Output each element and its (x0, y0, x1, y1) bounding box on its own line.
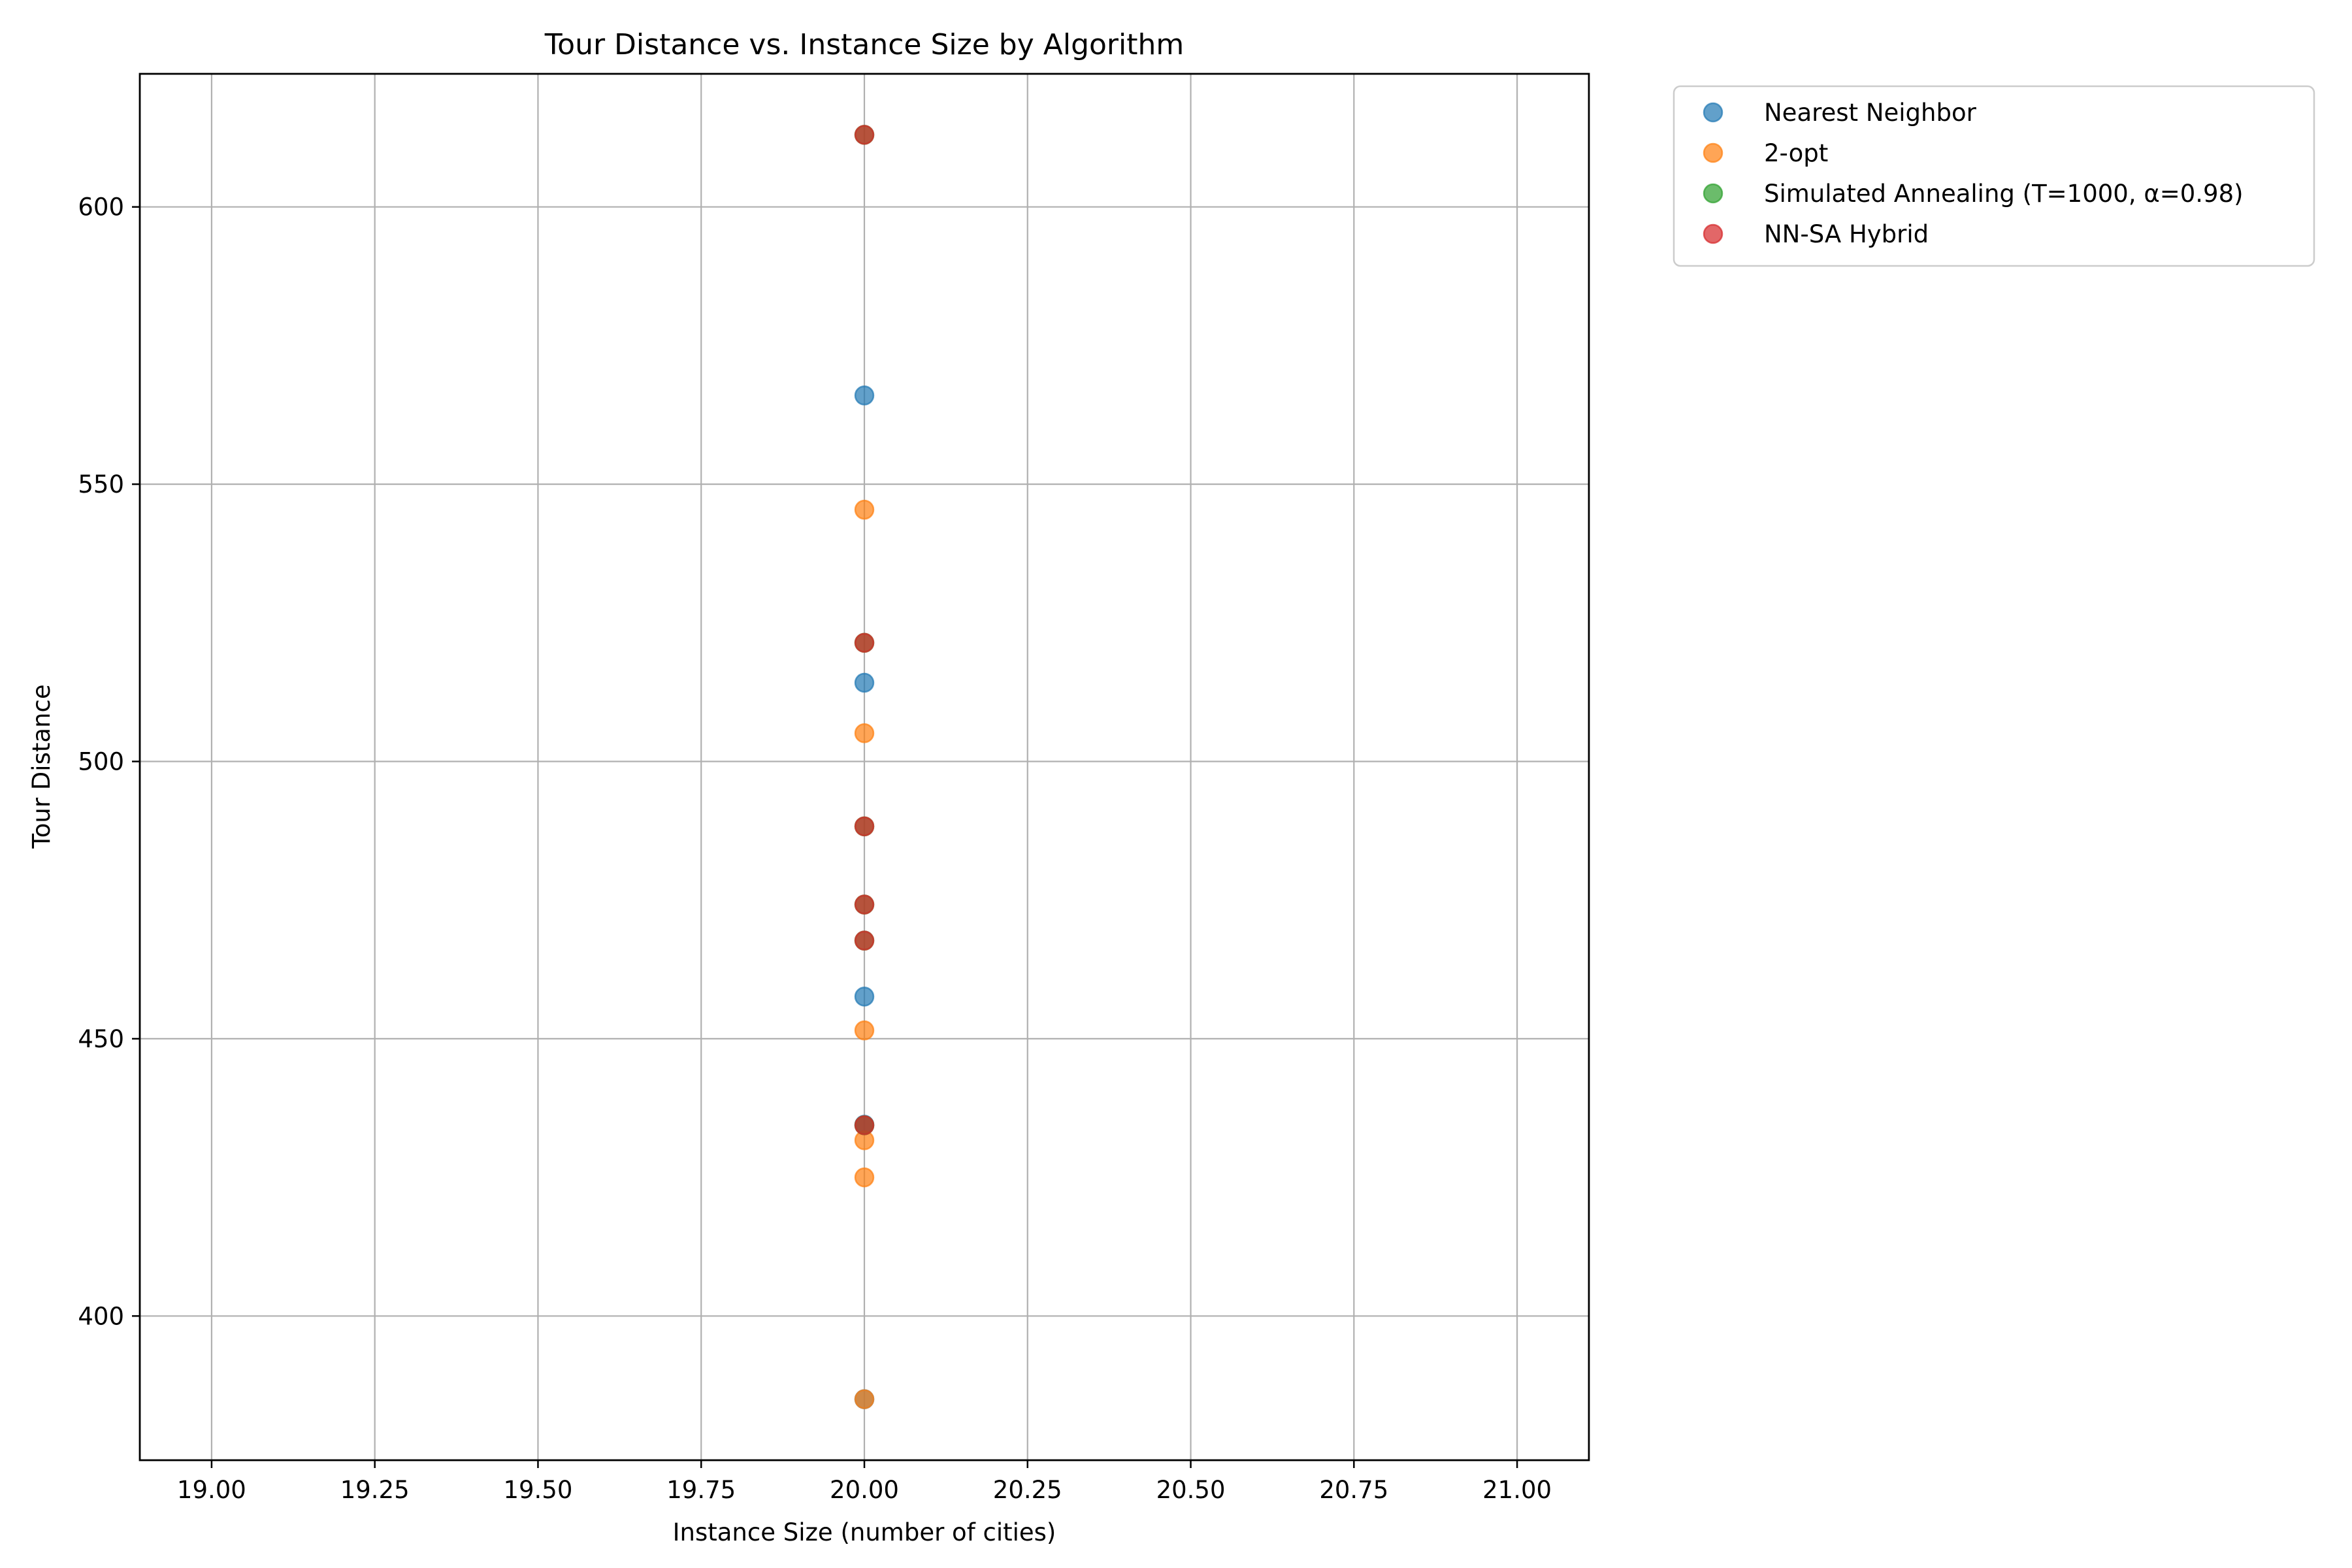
legend-marker (1703, 142, 1723, 163)
x-tick-label: 19.00 (177, 1476, 246, 1504)
legend: Nearest Neighbor 2-opt Simulated Annealing… (1673, 85, 2315, 267)
x-tick-label: 20.25 (993, 1476, 1062, 1504)
legend-label: Nearest Neighbor (1764, 99, 1977, 127)
legend-box (1673, 85, 2315, 267)
x-tick-label: 19.25 (340, 1476, 410, 1504)
y-tick-label: 400 (78, 1302, 124, 1330)
x-axis-label: Instance Size (number of cities) (673, 1518, 1056, 1546)
x-tick-label: 20.50 (1156, 1476, 1226, 1504)
data-point-nearest-neighbor (854, 385, 875, 406)
data-point-2-opt (854, 723, 875, 743)
data-point-2-opt (854, 1020, 875, 1041)
y-tick-label: 600 (78, 193, 124, 221)
data-point-nn-sa-hybrid (854, 125, 875, 145)
legend-marker (1703, 102, 1723, 123)
x-tick-label: 21.00 (1482, 1476, 1552, 1504)
y-tick-label: 450 (78, 1025, 124, 1053)
y-axis-label: Tour Distance (27, 684, 56, 849)
y-tick-label: 550 (78, 470, 124, 498)
data-point-nearest-neighbor (854, 672, 875, 693)
data-point-nn-sa-hybrid (854, 816, 875, 837)
legend-label: Simulated Annealing (T=1000, α=0.98) (1764, 180, 2244, 208)
x-tick-label: 19.50 (503, 1476, 572, 1504)
plot-area: 19.00 19.25 19.50 19.75 20.00 20.25 20.50 20.75… (78, 73, 1590, 1504)
data-point-2-opt (854, 1389, 875, 1409)
x-tick-label: 20.00 (830, 1476, 899, 1504)
data-point-nn-sa-hybrid (854, 894, 875, 915)
legend-marker (1703, 223, 1723, 244)
legend-label: NN-SA Hybrid (1764, 220, 1929, 248)
chart-title: Tour Distance vs. Instance Size by Algor… (544, 28, 1184, 61)
ticks: 19.00 19.25 19.50 19.75 20.00 20.25 20.50 20.75… (78, 193, 1552, 1504)
x-tick-label: 20.75 (1319, 1476, 1388, 1504)
data-point-nn-sa-hybrid (854, 1115, 875, 1135)
y-tick-label: 500 (78, 748, 124, 776)
data-point-2-opt (854, 1167, 875, 1188)
data-point-nn-sa-hybrid (854, 632, 875, 653)
legend-marker (1703, 183, 1723, 204)
data-points (854, 125, 875, 1409)
data-point-2-opt (854, 499, 875, 520)
x-tick-label: 19.75 (666, 1476, 736, 1504)
data-point-nearest-neighbor (854, 987, 875, 1007)
data-point-nn-sa-hybrid (854, 930, 875, 951)
legend-label: 2-opt (1764, 139, 1828, 167)
